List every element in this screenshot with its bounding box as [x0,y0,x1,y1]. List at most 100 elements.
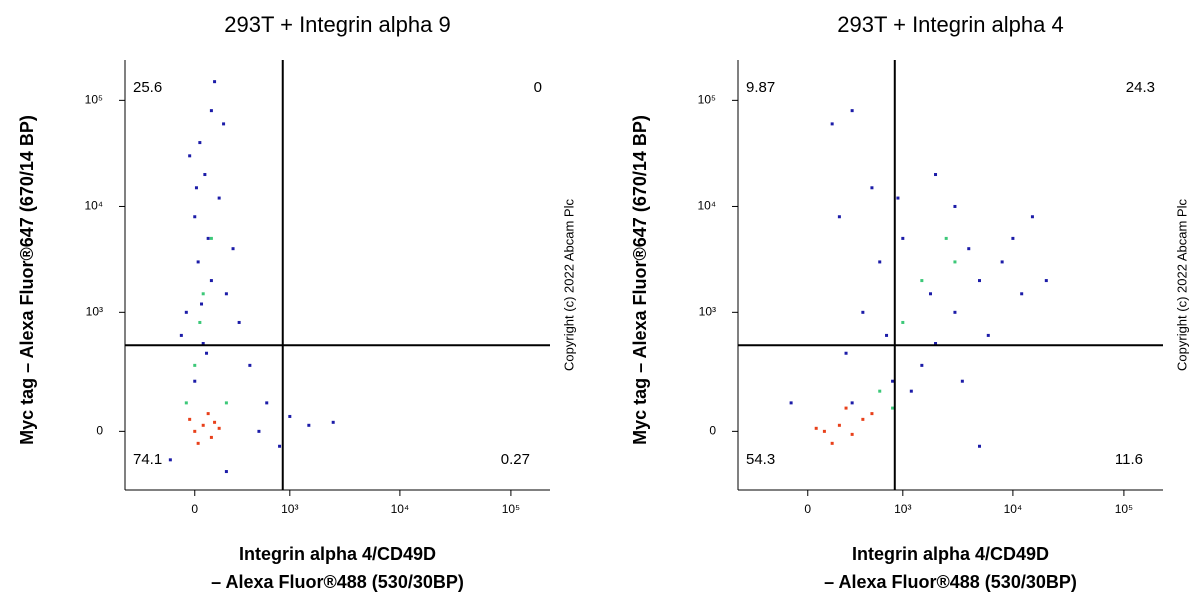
event-dot [222,122,226,126]
event-dot [789,401,793,405]
event-dot [237,320,241,324]
event-dot [901,236,905,240]
event-dot [209,109,213,113]
quadrant-value: 9.87 [746,79,775,96]
copyright-note: Copyright (c) 2022 Abcam Plc [561,199,576,371]
event-dot [891,379,895,383]
event-dot [188,417,192,421]
quadrant-value: 54.3 [746,451,775,468]
event-dot [224,292,228,296]
event-dot [953,204,957,208]
x-tick-label: 10⁴ [391,502,410,516]
y-tick-label: 10⁴ [697,199,716,213]
event-dot [960,379,964,383]
event-dot [830,441,834,445]
event-dot [193,379,197,383]
x-tick-label: 0 [804,502,811,516]
event-dot [837,423,841,427]
event-dot [217,426,221,430]
event-dot [844,406,848,410]
event-dot [193,429,197,433]
event-dot [213,80,217,84]
event-dot [944,236,948,240]
x-tick-label: 0 [191,502,198,516]
quadrant-value: 11.6 [1115,451,1143,468]
chart-title: 293T + Integrin alpha 4 [837,12,1064,37]
y-tick-label: 10³ [699,304,716,318]
y-tick-label: 0 [96,424,103,438]
event-dot [200,302,204,306]
y-tick-label: 0 [709,424,716,438]
event-dot [196,260,200,264]
event-dot [224,401,228,405]
event-dot [920,279,924,283]
event-dot [224,470,228,474]
event-dot [986,333,990,337]
x-tick-label: 10³ [894,502,911,516]
event-dot [206,236,210,240]
event-dot [288,414,292,418]
event-dot [203,173,207,177]
event-dot [901,320,905,324]
event-dot [278,444,282,448]
y-tick-label: 10⁵ [698,93,716,107]
event-dot [217,196,221,200]
event-dot [184,401,188,405]
event-dot [837,215,841,219]
event-dot [209,279,213,283]
x-axis-label: Integrin alpha 4/CD49D [239,544,436,564]
event-dot [331,420,335,424]
event-dot [861,310,865,314]
event-dot [891,406,895,410]
event-dot [265,401,269,405]
event-dot [885,333,889,337]
x-tick-label: 10⁵ [1115,502,1133,516]
x-axis-label: – Alexa Fluor®488 (530/30BP) [211,572,464,592]
quadrant-value: 74.1 [133,451,162,468]
event-dot [920,363,924,367]
event-dot [978,444,982,448]
y-axis-label: Myc tag – Alexa Fluor®647 (670/14 BP) [630,115,650,445]
event-dot [231,247,235,251]
chart-title: 293T + Integrin alpha 9 [224,12,451,37]
x-tick-label: 10⁵ [502,502,520,516]
event-dot [814,426,818,430]
event-dot [1000,260,1004,264]
event-dot [1044,279,1048,283]
x-axis-label: Integrin alpha 4/CD49D [852,544,1049,564]
event-dot [193,363,197,367]
event-dot [201,292,205,296]
event-dot [307,423,311,427]
event-dot [870,186,874,190]
event-dot [953,260,957,264]
event-dot [198,320,202,324]
x-tick-label: 10³ [281,502,298,516]
event-dot [209,236,213,240]
event-dot [978,279,982,283]
copyright-note: Copyright (c) 2022 Abcam Plc [1174,199,1189,371]
event-dot [194,186,198,190]
x-axis-label: – Alexa Fluor®488 (530/30BP) [824,572,1077,592]
event-dot [909,389,913,393]
y-tick-label: 10³ [86,304,103,318]
event-dot [878,260,882,264]
event-dot [934,342,938,346]
event-dot [953,310,957,314]
event-dot [967,247,971,251]
quadrant-value: 24.3 [1126,79,1155,96]
event-dot [844,351,848,355]
event-dot [896,196,900,200]
event-dot [929,292,933,296]
event-dot [257,429,261,433]
event-dot [850,109,854,113]
event-dot [1020,292,1024,296]
event-dot [822,429,826,433]
event-dot [1011,236,1015,240]
event-dot [1030,215,1034,219]
event-dot [188,154,192,158]
event-dot [198,141,202,145]
event-dot [179,333,183,337]
event-dot [209,435,213,439]
